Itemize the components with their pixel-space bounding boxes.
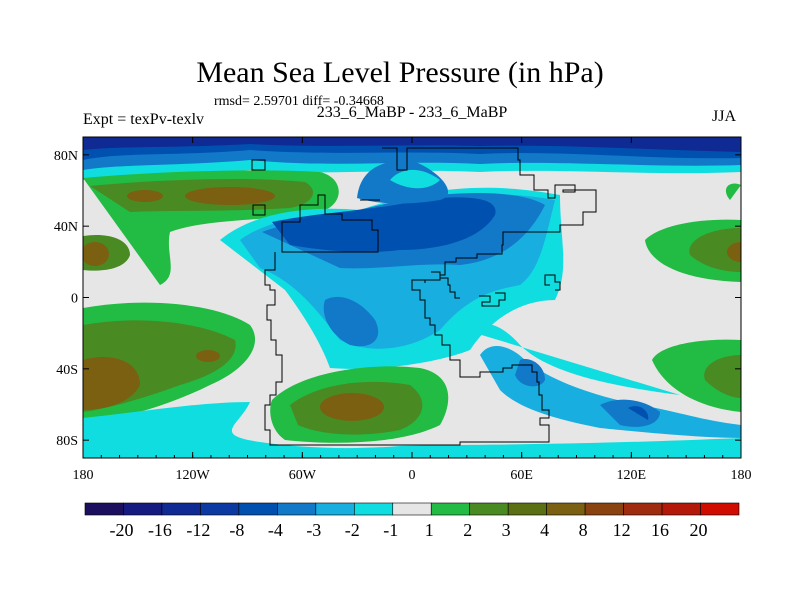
colorbar-box xyxy=(315,502,355,516)
colorbar-box xyxy=(584,502,624,516)
colorbar-label: -1 xyxy=(383,520,398,540)
colorbar-label: -12 xyxy=(186,520,210,540)
colorbar-box xyxy=(161,502,201,516)
colorbar-box xyxy=(469,502,509,516)
y-tick-label: 40N xyxy=(54,220,78,235)
colorbar-box xyxy=(238,502,278,516)
x-tick-label: 0 xyxy=(409,468,416,483)
colorbar-label: -2 xyxy=(345,520,360,540)
colorbar-box xyxy=(507,502,547,516)
colorbar-box xyxy=(623,502,663,516)
x-tick-label: 60W xyxy=(289,468,317,483)
x-tick-label: 180 xyxy=(731,468,752,483)
coastline xyxy=(251,147,597,446)
colorbar-box xyxy=(392,502,432,516)
contour-field xyxy=(83,137,741,458)
experiment-label: Expt = texPv-texlv xyxy=(83,111,205,128)
colorbar-label: 3 xyxy=(502,520,511,540)
colorbar-box xyxy=(84,502,124,516)
colorbar-label: 4 xyxy=(540,520,549,540)
colorbar-label: -4 xyxy=(268,520,283,540)
y-tick-label: 40S xyxy=(56,363,78,378)
y-tick-label: 80S xyxy=(56,434,78,449)
colorbar-box xyxy=(546,502,586,516)
x-tick-label: 180 xyxy=(73,468,94,483)
colorbar-box xyxy=(700,502,740,516)
colorbar-label: -20 xyxy=(109,520,133,540)
x-tick-label: 60E xyxy=(510,468,533,483)
comparison-label: 233_6_MaBP - 233_6_MaBP xyxy=(316,104,508,121)
colorbar-label: 2 xyxy=(463,520,472,540)
x-tick-label: 120W xyxy=(176,468,211,483)
colorbar-label: -8 xyxy=(229,520,244,540)
colorbar-label: 12 xyxy=(613,520,631,540)
colorbar-box xyxy=(430,502,471,516)
y-tick-label: 0 xyxy=(71,292,78,307)
colorbar-box xyxy=(200,502,240,516)
colorbar: -20 -16 -12 -8 -4 -3 -2 -1 1 2 3 4 8 12 16 20 xyxy=(84,502,740,540)
colorbar-label: -3 xyxy=(306,520,321,540)
season-label: JJA xyxy=(712,108,737,125)
colorbar-label: 1 xyxy=(425,520,434,540)
plot-title: Mean Sea Level Pressure (in hPa) xyxy=(196,56,604,89)
colorbar-label: 16 xyxy=(651,520,669,540)
colorbar-box xyxy=(661,502,701,516)
colorbar-box xyxy=(123,502,163,516)
stats-label: rmsd= 2.59701 diff= -0.34668 xyxy=(214,94,384,109)
colorbar-box xyxy=(353,502,394,516)
colorbar-label: -16 xyxy=(148,520,172,540)
x-tick-label: 120E xyxy=(617,468,647,483)
y-tick-label: 80N xyxy=(54,149,78,164)
colorbar-box xyxy=(277,502,317,516)
map-axes: 180 120W 60W 0 60E 120E 180 80N 40N 0 40S 80S xyxy=(54,137,752,483)
colorbar-label: 20 xyxy=(690,520,708,540)
colorbar-label: 8 xyxy=(579,520,588,540)
